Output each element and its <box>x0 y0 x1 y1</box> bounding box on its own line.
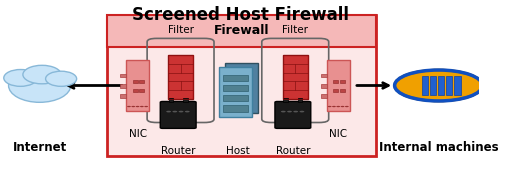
FancyBboxPatch shape <box>120 94 126 98</box>
FancyBboxPatch shape <box>160 101 196 128</box>
Circle shape <box>300 111 304 112</box>
Circle shape <box>131 106 135 107</box>
FancyBboxPatch shape <box>283 55 308 99</box>
FancyBboxPatch shape <box>275 101 311 128</box>
Circle shape <box>185 111 190 112</box>
Circle shape <box>394 70 483 101</box>
Ellipse shape <box>23 65 61 84</box>
Ellipse shape <box>4 70 37 86</box>
FancyBboxPatch shape <box>223 105 248 111</box>
Circle shape <box>178 111 184 112</box>
Text: Internal machines: Internal machines <box>379 141 498 154</box>
FancyBboxPatch shape <box>334 80 338 83</box>
Text: Filter: Filter <box>282 25 308 35</box>
FancyBboxPatch shape <box>321 74 327 77</box>
FancyBboxPatch shape <box>168 55 193 99</box>
FancyBboxPatch shape <box>438 76 444 95</box>
Circle shape <box>281 111 285 112</box>
FancyBboxPatch shape <box>126 60 149 111</box>
Circle shape <box>166 111 171 112</box>
Text: NIC: NIC <box>128 129 147 139</box>
FancyBboxPatch shape <box>327 60 350 111</box>
Circle shape <box>136 106 139 107</box>
FancyBboxPatch shape <box>283 98 288 102</box>
Circle shape <box>345 106 349 107</box>
FancyBboxPatch shape <box>139 89 144 92</box>
FancyBboxPatch shape <box>223 75 248 81</box>
Circle shape <box>287 111 292 112</box>
FancyBboxPatch shape <box>169 98 173 102</box>
Text: Internet: Internet <box>13 141 67 154</box>
FancyBboxPatch shape <box>430 76 436 95</box>
Ellipse shape <box>46 71 77 86</box>
FancyBboxPatch shape <box>334 89 338 92</box>
Ellipse shape <box>9 69 70 102</box>
FancyBboxPatch shape <box>183 98 188 102</box>
FancyBboxPatch shape <box>219 67 252 117</box>
Text: Firewall: Firewall <box>214 24 269 37</box>
Circle shape <box>336 106 340 107</box>
FancyBboxPatch shape <box>133 89 137 92</box>
Text: Filter: Filter <box>168 25 194 35</box>
FancyBboxPatch shape <box>340 80 345 83</box>
FancyBboxPatch shape <box>223 95 248 101</box>
Text: Router: Router <box>161 146 195 156</box>
FancyBboxPatch shape <box>454 76 460 95</box>
Circle shape <box>328 106 332 107</box>
FancyBboxPatch shape <box>321 84 327 88</box>
FancyBboxPatch shape <box>106 15 377 156</box>
FancyBboxPatch shape <box>120 74 126 77</box>
FancyBboxPatch shape <box>225 63 258 113</box>
FancyBboxPatch shape <box>298 98 302 102</box>
Circle shape <box>144 106 148 107</box>
FancyBboxPatch shape <box>139 80 144 83</box>
Text: Router: Router <box>276 146 310 156</box>
FancyBboxPatch shape <box>321 94 327 98</box>
FancyBboxPatch shape <box>340 89 345 92</box>
Text: Host: Host <box>226 146 250 156</box>
Text: NIC: NIC <box>329 129 347 139</box>
FancyBboxPatch shape <box>422 76 428 95</box>
Circle shape <box>341 106 344 107</box>
Circle shape <box>172 111 177 112</box>
FancyBboxPatch shape <box>120 84 126 88</box>
Text: Screened Host Firewall: Screened Host Firewall <box>132 6 349 24</box>
FancyBboxPatch shape <box>223 85 248 91</box>
Circle shape <box>127 106 131 107</box>
Circle shape <box>332 106 336 107</box>
Circle shape <box>294 111 298 112</box>
Circle shape <box>140 106 144 107</box>
FancyBboxPatch shape <box>106 15 377 47</box>
FancyBboxPatch shape <box>446 76 452 95</box>
FancyBboxPatch shape <box>133 80 137 83</box>
